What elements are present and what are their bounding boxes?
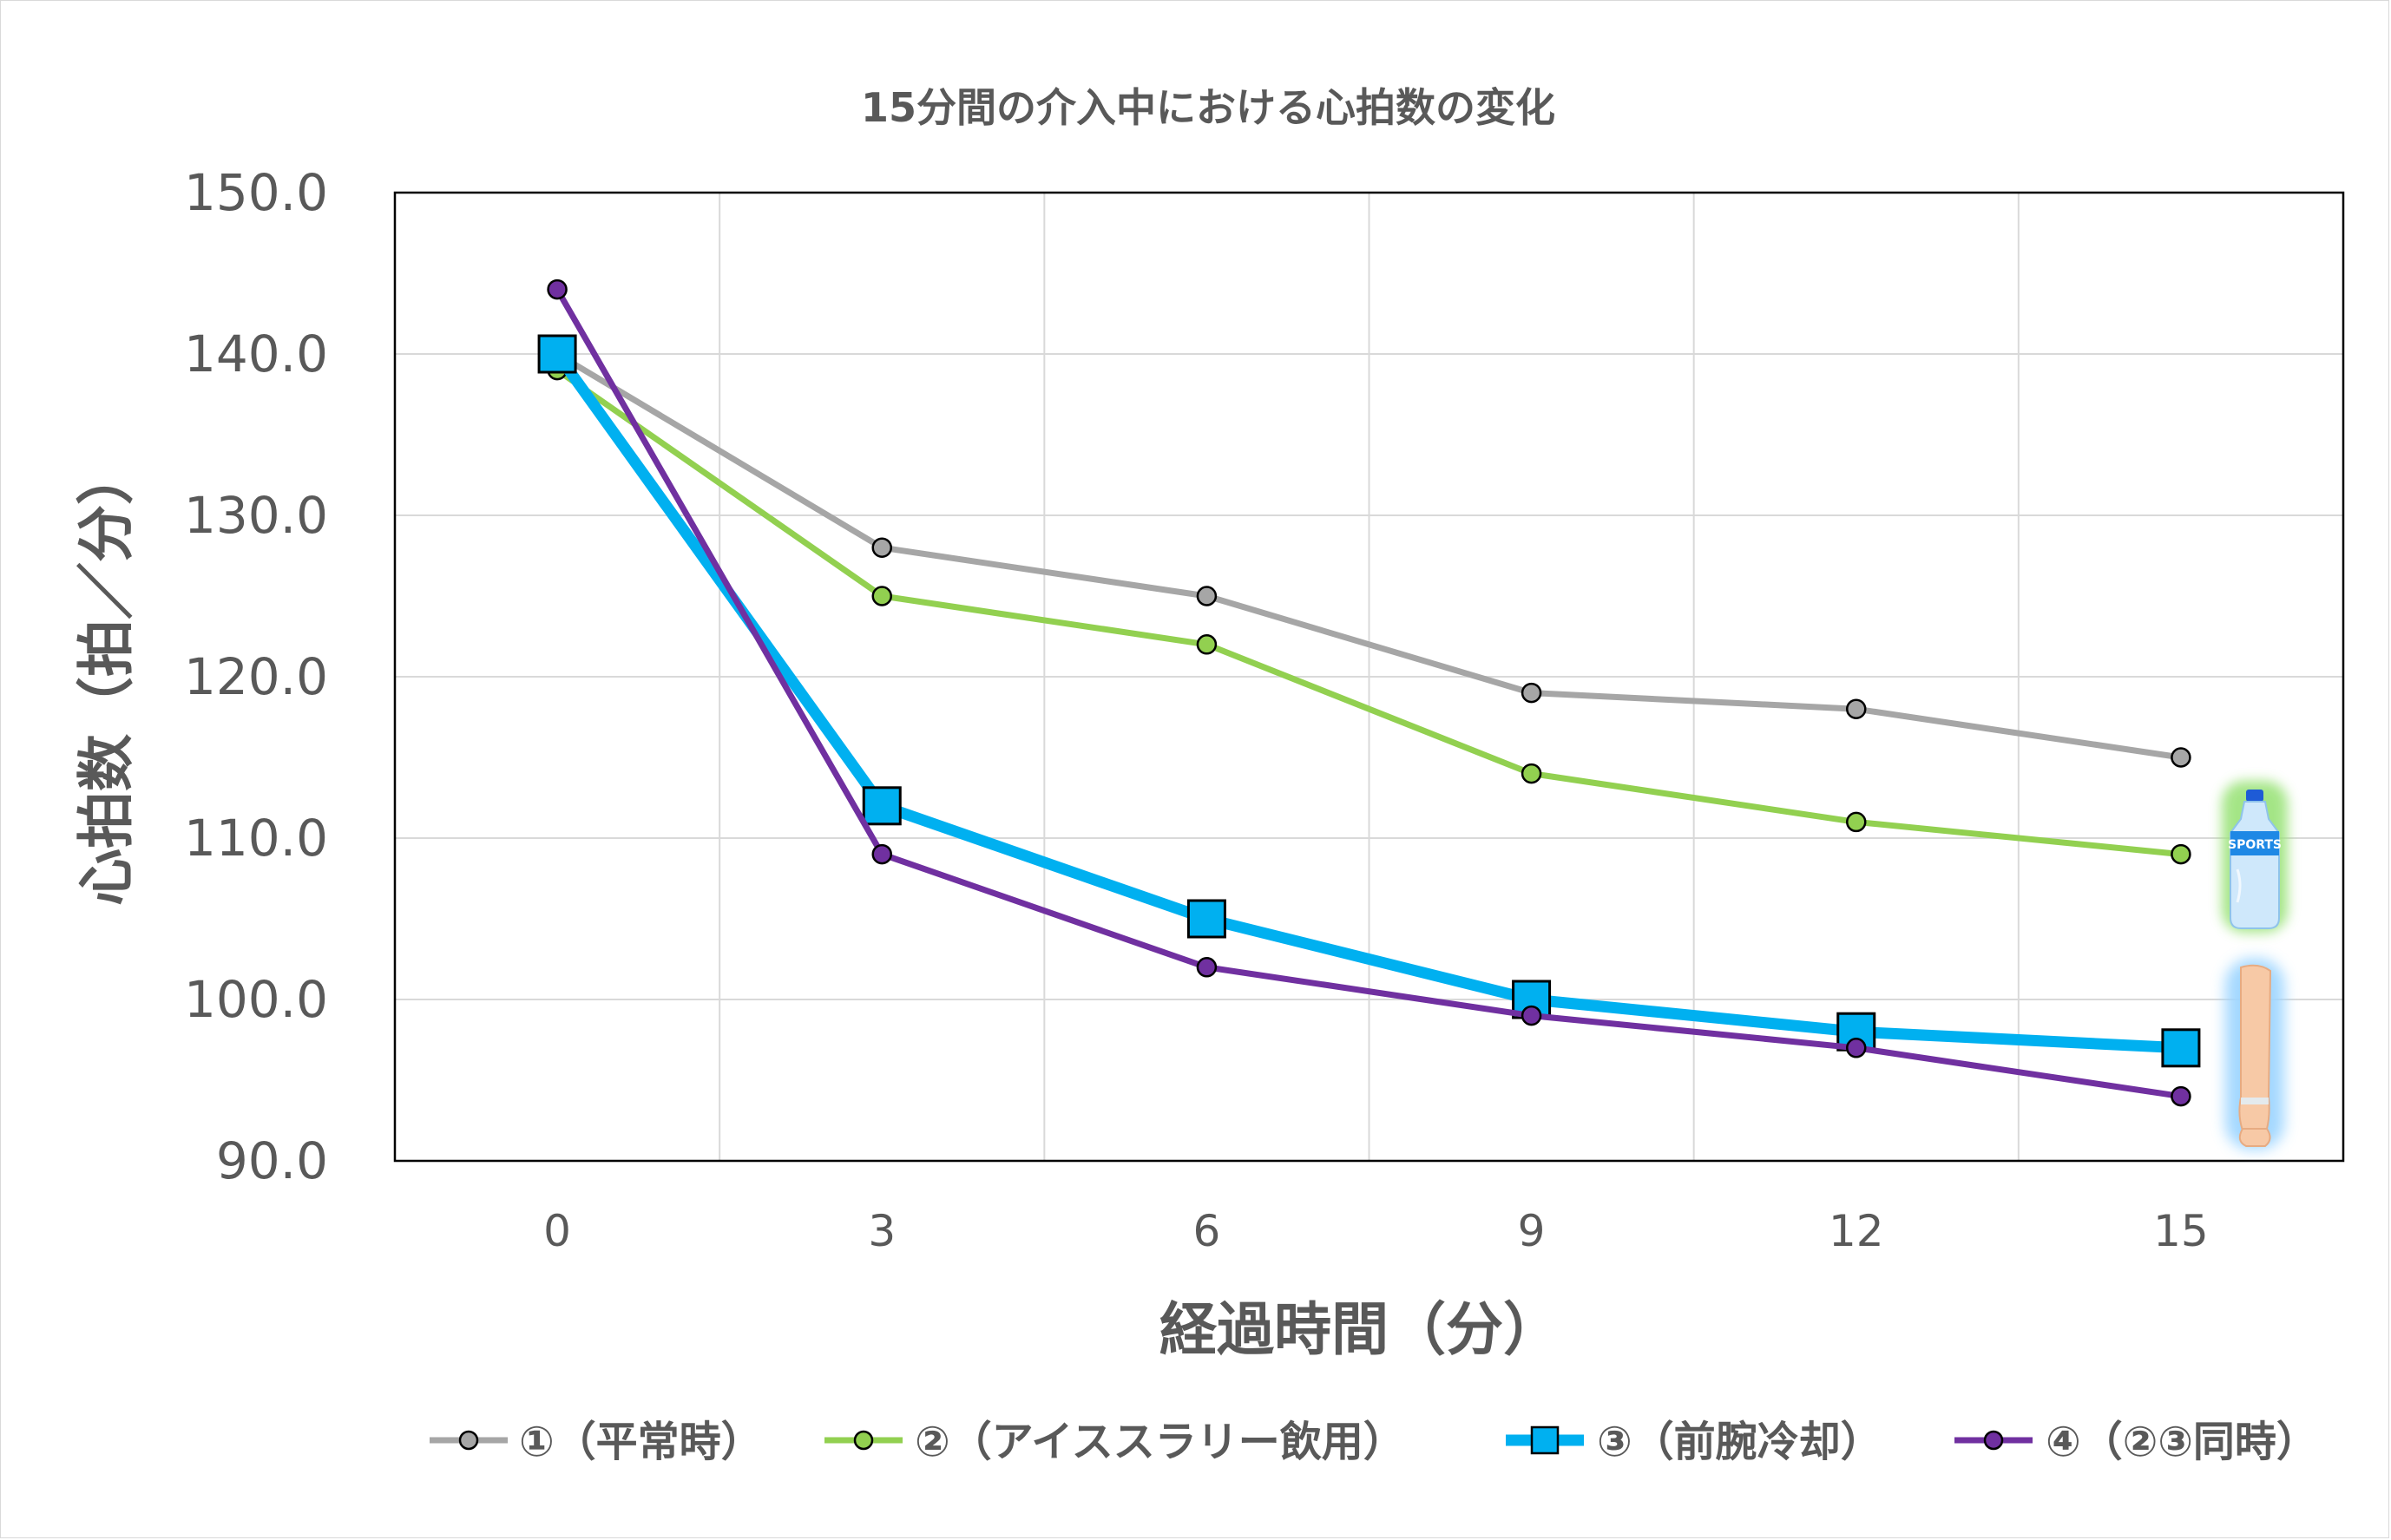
- data-point: [1196, 586, 1218, 606]
- x-tick-label: 12: [1829, 1206, 1884, 1256]
- series-4: [547, 279, 2191, 1107]
- data-point: [1186, 899, 1226, 939]
- x-axis-title: 経過時間（分）: [1159, 1296, 1560, 1363]
- y-tick-label: 130.0: [184, 486, 328, 545]
- data-point: [871, 586, 892, 606]
- legend-marker: [1530, 1425, 1560, 1455]
- data-point: [2171, 843, 2191, 865]
- data-point: [1846, 811, 1867, 833]
- y-tick-label: 140.0: [184, 324, 328, 383]
- forearm-icon: [2225, 959, 2284, 1150]
- legend-item: ④（②③同時）: [1954, 1418, 2318, 1466]
- legend-label: ①（平常時）: [519, 1418, 763, 1466]
- data-point: [1846, 698, 1867, 719]
- legend-marker: [1983, 1430, 2004, 1451]
- series-line: [554, 351, 2184, 761]
- x-tick-label: 6: [1193, 1206, 1221, 1256]
- data-point: [871, 537, 892, 558]
- x-tick-label: 0: [543, 1206, 571, 1256]
- y-tick-label: 110.0: [184, 809, 328, 868]
- legend-label: ④（②③同時）: [2046, 1418, 2318, 1466]
- y-tick-label: 120.0: [184, 647, 328, 706]
- legend-marker: [458, 1430, 479, 1451]
- legend: ①（平常時） ②（アイススラリー飲用） ③（前腕冷却） ④（②③同時）: [430, 1418, 2318, 1466]
- data-point: [1521, 1005, 1542, 1026]
- series-3: [537, 334, 2201, 1068]
- series-line: [554, 286, 2184, 1100]
- series-line: [551, 348, 2187, 1054]
- axis-layer: [393, 191, 2345, 1163]
- sports-label: SPORTS: [2228, 838, 2282, 852]
- series-line: [554, 367, 2184, 858]
- x-tick-label: 9: [1518, 1206, 1546, 1256]
- legend-item: ①（平常時）: [430, 1418, 763, 1466]
- data-point: [1846, 1038, 1867, 1058]
- series-1: [547, 344, 2191, 768]
- grid-layer: [395, 192, 2343, 1161]
- data-point: [871, 843, 892, 865]
- y-tick-label: 100.0: [184, 970, 328, 1029]
- data-point: [1196, 957, 1218, 978]
- tick-layer: 90.0 100.0 110.0 120.0 130.0 140.0 150.0 0 3 6 9 12…: [184, 163, 2209, 1256]
- data-point: [1196, 634, 1218, 655]
- series-layer: [537, 279, 2201, 1107]
- y-tick-label: 150.0: [184, 163, 328, 222]
- data-point: [1521, 763, 1542, 784]
- legend-marker: [853, 1430, 874, 1451]
- y-tick-label: 90.0: [216, 1131, 328, 1190]
- chart-title: 15分間の介入中における心拍数の変化: [861, 84, 1555, 131]
- data-point: [1521, 682, 1542, 704]
- legend-item: ②（アイススラリー飲用）: [824, 1418, 1405, 1466]
- sports-bottle-icon: SPORTS: [2222, 781, 2288, 933]
- data-point: [2171, 747, 2191, 768]
- y-axis-title: 心拍数（拍／分）: [73, 448, 140, 906]
- legend-label: ②（アイススラリー飲用）: [915, 1418, 1405, 1466]
- legend-label: ③（前腕冷却）: [1597, 1418, 1882, 1466]
- data-point: [862, 786, 902, 826]
- data-point: [2161, 1028, 2201, 1068]
- x-tick-label: 3: [868, 1206, 896, 1256]
- data-point: [2171, 1085, 2191, 1107]
- plot-area-border: [393, 191, 2345, 1163]
- data-point: [547, 279, 568, 300]
- x-tick-label: 15: [2153, 1206, 2209, 1256]
- data-point: [537, 334, 577, 374]
- legend-item: ③（前腕冷却）: [1506, 1418, 1882, 1466]
